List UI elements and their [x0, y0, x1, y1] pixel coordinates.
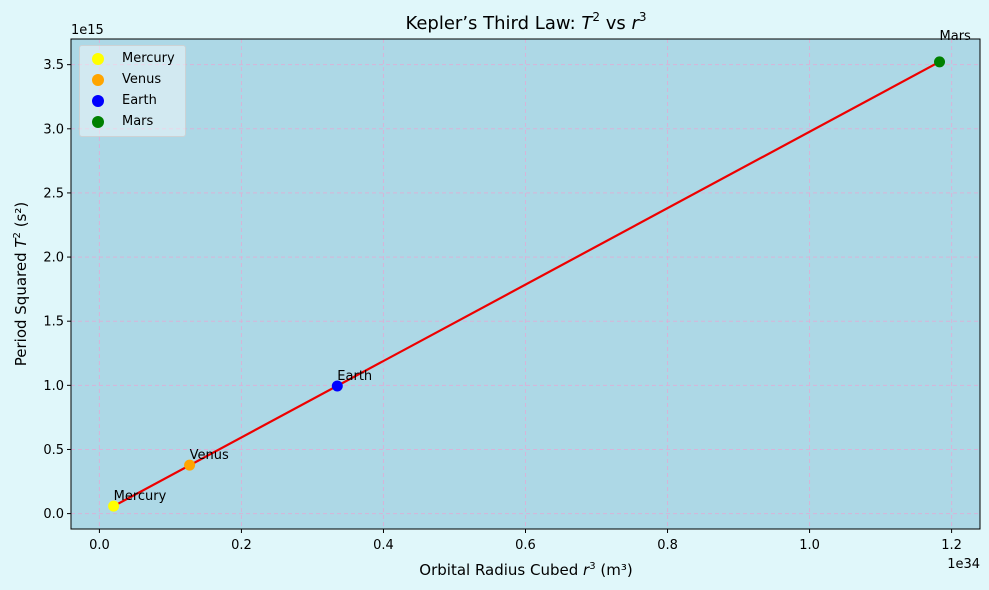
y-axis-label: Period Squared T2 (s²)	[12, 202, 30, 367]
legend-marker-earth	[92, 94, 104, 107]
legend-marker-mercury	[92, 52, 104, 65]
x-offset-label: 1e34	[947, 557, 980, 572]
legend-label-mercury: Mercury	[122, 51, 175, 66]
point-mars	[934, 56, 946, 68]
point-label-venus: Venus	[190, 448, 229, 463]
legend-marker-venus	[92, 73, 104, 86]
y-tick-label: 0.0	[43, 507, 64, 522]
y-offset-label: 1e15	[71, 23, 104, 38]
y-axis-ticks: 0.0 0.5 1.0 1.5 2.0 2.5 3.0 3.5	[43, 58, 71, 522]
point-label-earth: Earth	[337, 369, 372, 384]
legend-item-mercury: Mercury	[90, 48, 175, 69]
x-tick-label: 0.4	[373, 538, 394, 553]
legend-item-venus: Venus	[90, 69, 175, 90]
legend: Mercury Venus Earth Mars	[79, 45, 186, 137]
x-tick-label: 0.8	[657, 538, 678, 553]
x-tick-label: 0.0	[89, 538, 110, 553]
points-layer	[108, 56, 946, 512]
point-mercury	[108, 500, 120, 512]
point-venus	[184, 459, 196, 471]
chart-title: Kepler’s Third Law: T2 vs r3	[405, 10, 646, 34]
y-tick-label: 3.5	[43, 58, 64, 73]
x-tick-label: 1.2	[941, 538, 962, 553]
point-label-mars: Mars	[940, 29, 972, 44]
y-tick-label: 1.0	[43, 379, 64, 394]
x-tick-label: 1.0	[799, 538, 820, 553]
y-tick-label: 1.5	[43, 315, 64, 330]
legend-item-mars: Mars	[90, 111, 175, 132]
point-labels-layer: Mercury Venus Earth Mars	[114, 29, 971, 504]
y-tick-label: 3.0	[43, 122, 64, 137]
y-tick-label: 0.5	[43, 443, 64, 458]
fit-line-layer	[113, 60, 941, 508]
x-axis-label: Orbital Radius Cubed r3 (m³)	[419, 561, 632, 579]
y-tick-label: 2.0	[43, 251, 64, 266]
y-tick-label: 2.5	[43, 186, 64, 201]
x-tick-label: 0.2	[231, 538, 252, 553]
x-axis-ticks: 0.0 0.2 0.4 0.6 0.8 1.0 1.2	[89, 529, 962, 553]
point-label-mercury: Mercury	[114, 489, 167, 504]
legend-label-mars: Mars	[122, 114, 154, 129]
legend-marker-mars	[92, 115, 104, 128]
point-earth	[331, 380, 343, 392]
legend-label-earth: Earth	[122, 93, 157, 108]
legend-label-venus: Venus	[122, 72, 162, 87]
x-tick-label: 0.6	[515, 538, 536, 553]
fit-line	[113, 60, 941, 508]
legend-item-earth: Earth	[90, 90, 175, 111]
